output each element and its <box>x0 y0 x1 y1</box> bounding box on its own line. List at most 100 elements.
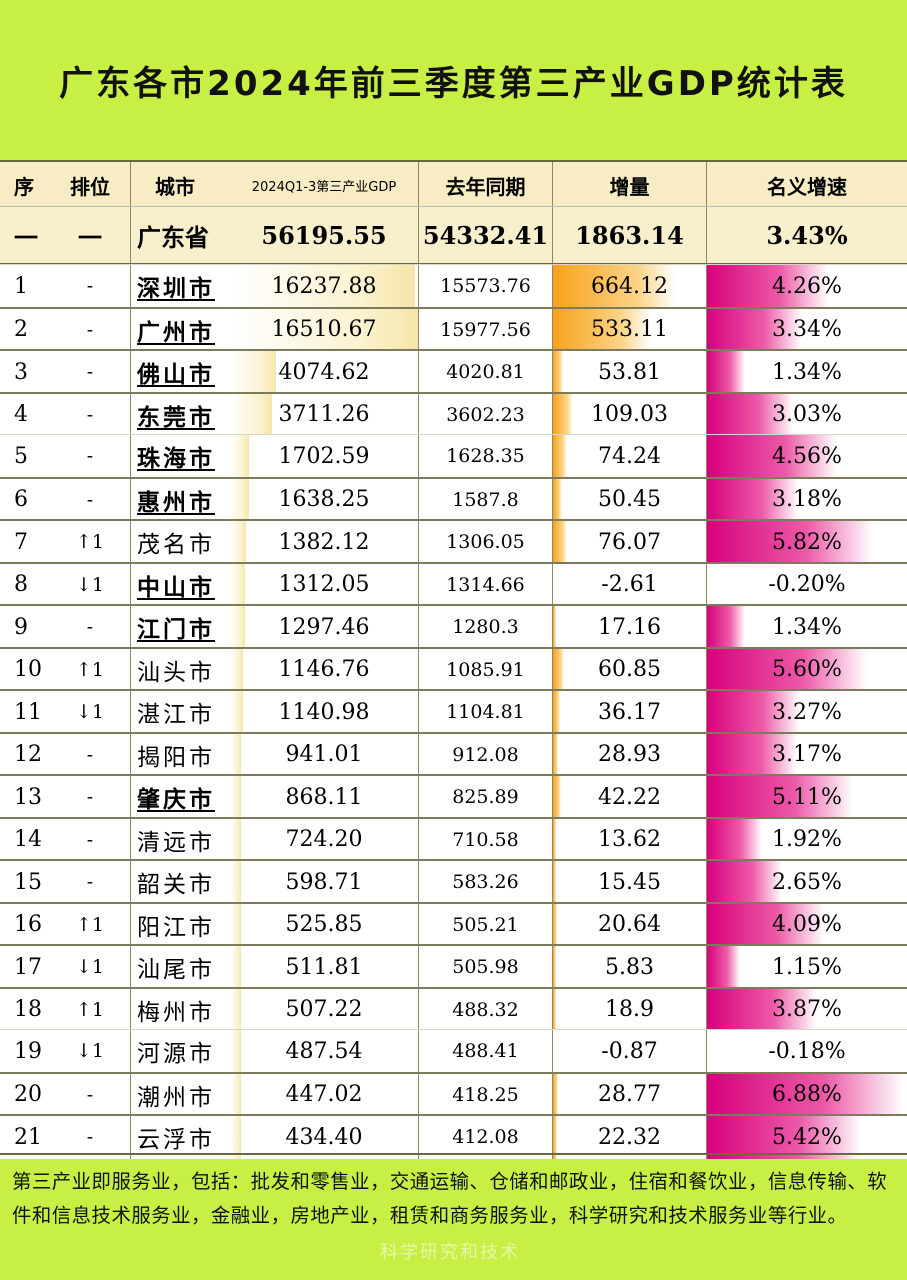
rate-bar <box>707 308 803 351</box>
row-city: 河源市 <box>130 1030 230 1073</box>
row-rate-text: 6.88% <box>772 1082 842 1108</box>
rate-bar <box>707 988 818 1031</box>
row-rate-text: 5.60% <box>772 657 842 683</box>
row-prev: 912.08 <box>418 733 552 776</box>
row-increase-text: 664.12 <box>591 273 668 299</box>
gdp-bar <box>230 606 245 649</box>
rate-bar <box>707 478 798 521</box>
row-rate: -0.18% <box>706 1030 907 1073</box>
row-gdp: 941.01 <box>230 733 418 776</box>
row-rank: - <box>50 265 130 308</box>
row-seq: 13 <box>0 776 50 819</box>
table-row: 5 - 珠海市 1702.59 1628.35 74.24 4.56% <box>0 434 907 478</box>
row-city-text: 梅州市 <box>137 999 215 1026</box>
row-seq-text: 4 <box>14 402 28 428</box>
row-rate-text: 3.18% <box>772 487 842 513</box>
row-gdp: 525.85 <box>230 903 418 946</box>
increase-bar <box>553 648 565 691</box>
increase-bar <box>553 393 574 436</box>
row-rank: - <box>50 351 130 394</box>
increase-bar <box>553 606 557 649</box>
row-gdp-text: 941.01 <box>285 742 363 768</box>
row-city: 韶关市 <box>130 861 230 904</box>
province-rate: 3.43% <box>706 207 907 263</box>
row-prev-text: 505.98 <box>452 956 519 979</box>
row-gdp: 434.40 <box>230 1116 418 1159</box>
row-rank-text: - <box>86 871 94 894</box>
row-city: 肇庆市 <box>130 776 230 819</box>
row-increase-text: 28.77 <box>598 1082 661 1108</box>
row-prev: 1085.91 <box>418 648 552 691</box>
row-seq: 11 <box>0 691 50 734</box>
row-rate: 4.26% <box>706 265 907 308</box>
row-rank: - <box>50 606 130 649</box>
table-row: 8 ↓1 中山市 1312.05 1314.66 -2.61 -0.20% <box>0 561 907 606</box>
row-increase-text: 18.9 <box>605 997 654 1023</box>
gdp-bar <box>230 818 242 861</box>
gdp-bar <box>230 733 242 776</box>
footer-note: 第三产业即服务业，包括：批发和零售业，交通运输、仓储和邮政业，住宿和餐饮业，信息… <box>0 1153 907 1280</box>
row-prev-text: 4020.81 <box>446 361 525 384</box>
row-increase: 20.64 <box>552 903 706 946</box>
gdp-bar <box>230 563 245 606</box>
row-prev-text: 15977.56 <box>440 318 531 341</box>
gdp-bar <box>230 393 273 436</box>
row-prev: 412.08 <box>418 1116 552 1159</box>
row-seq: 4 <box>0 393 50 436</box>
row-increase: 533.11 <box>552 308 706 351</box>
table-row: 20 - 潮州市 447.02 418.25 28.77 6.88% <box>0 1071 907 1116</box>
row-rank: ↑1 <box>50 648 130 691</box>
table-row: 19 ↓1 河源市 487.54 488.41 -0.87 -0.18% <box>0 1029 907 1073</box>
row-rank: ↓1 <box>50 691 130 734</box>
row-city-text: 湛江市 <box>137 702 215 729</box>
row-seq-text: 7 <box>14 529 28 555</box>
row-rank-text: - <box>86 403 94 426</box>
increase-bar <box>553 988 557 1031</box>
rate-bar <box>707 648 867 691</box>
rate-bar <box>707 733 798 776</box>
row-city-text: 深圳市 <box>137 275 215 303</box>
row-city: 江门市 <box>130 606 230 649</box>
gdp-bar <box>230 861 242 904</box>
rate-bar <box>707 606 746 649</box>
row-seq: 1 <box>0 265 50 308</box>
row-seq: 6 <box>0 478 50 521</box>
row-rate-text: 1.34% <box>772 614 842 640</box>
table-row: 3 - 佛山市 4074.62 4020.81 53.81 1.34% <box>0 349 907 394</box>
row-seq-text: 5 <box>14 443 28 469</box>
row-increase: -2.61 <box>552 563 706 606</box>
row-rank: ↓1 <box>50 563 130 606</box>
row-increase: 76.07 <box>552 521 706 564</box>
row-rank-text: ↓1 <box>75 701 104 724</box>
row-city-text: 清远市 <box>137 829 215 856</box>
row-prev-text: 1085.91 <box>446 658 525 681</box>
row-city-text: 河源市 <box>137 1041 215 1068</box>
increase-bar <box>553 818 557 861</box>
province-gdp: 56195.55 <box>261 220 387 250</box>
header-seq: 序 <box>14 174 34 199</box>
province-city: 广东省 <box>130 207 230 263</box>
row-rank-text: - <box>86 786 94 809</box>
row-rank: - <box>50 1116 130 1159</box>
row-rate: 3.17% <box>706 733 907 776</box>
province-prev: 54332.41 <box>418 207 552 263</box>
row-rank: - <box>50 733 130 776</box>
row-gdp: 1146.76 <box>230 648 418 691</box>
increase-bar <box>553 691 560 734</box>
row-rank: ↓1 <box>50 946 130 989</box>
row-gdp: 724.20 <box>230 818 418 861</box>
header-increase: 增量 <box>552 162 706 208</box>
row-rank-text: - <box>86 445 94 468</box>
table-row: 13 - 肇庆市 868.11 825.89 42.22 5.11% <box>0 774 907 819</box>
row-city-text: 江门市 <box>137 616 215 644</box>
row-prev: 418.25 <box>418 1073 552 1116</box>
row-gdp-text: 1312.05 <box>278 572 370 598</box>
rate-bar <box>707 265 829 308</box>
increase-bar <box>553 478 563 521</box>
row-city: 广州市 <box>130 308 230 351</box>
row-rate-text: 1.15% <box>772 954 842 980</box>
row-rate: 3.87% <box>706 988 907 1031</box>
row-seq: 17 <box>0 946 50 989</box>
row-prev: 1280.3 <box>418 606 552 649</box>
row-city: 潮州市 <box>130 1073 230 1116</box>
